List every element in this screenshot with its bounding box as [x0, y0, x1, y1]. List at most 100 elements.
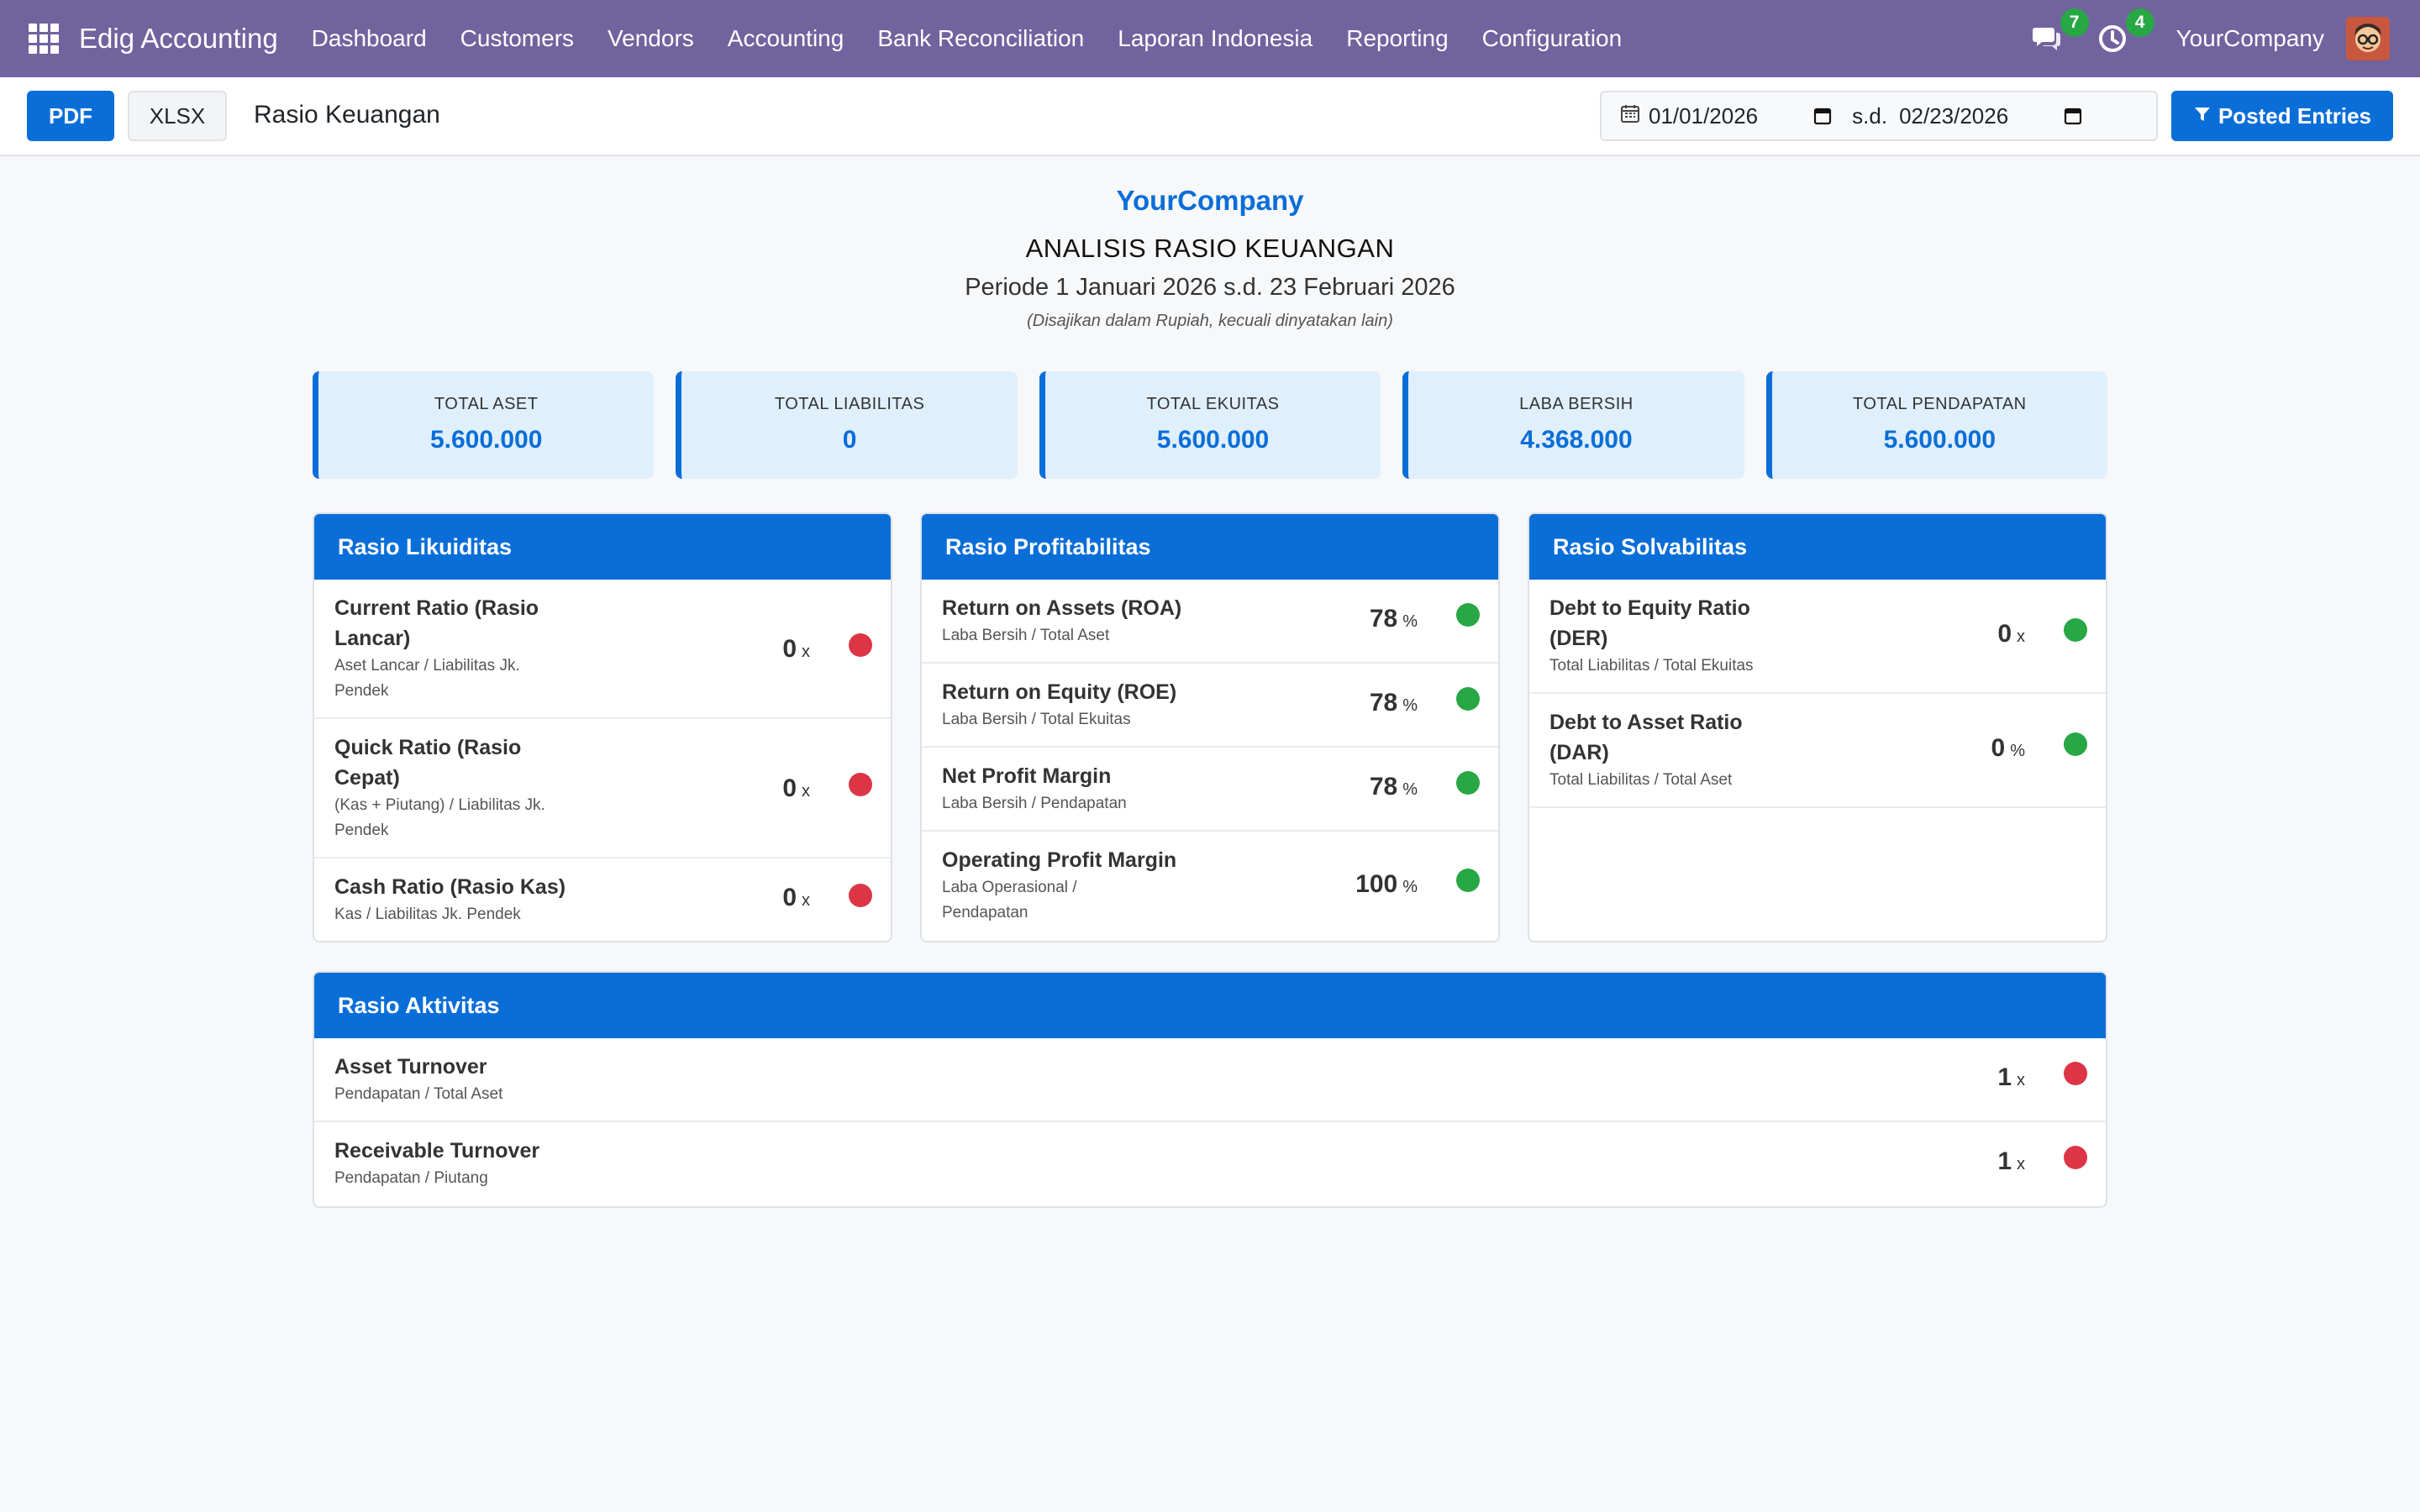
status-indicator-good [1456, 603, 1480, 627]
status-indicator-good [1456, 869, 1480, 892]
menu-customers[interactable]: Customers [460, 25, 575, 51]
menu-vendors[interactable]: Vendors [608, 25, 694, 51]
ratio-name: Debt to Asset Ratio (DAR) [1549, 711, 1743, 764]
control-panel: PDF XLSX Rasio Keuangan 01/01/2026 s.d. … [0, 77, 2420, 156]
user-avatar[interactable] [2346, 17, 2390, 60]
page-title: Rasio Keuangan [254, 101, 440, 129]
ratio-value: 100% [1355, 870, 1418, 898]
date-from-picker-icon[interactable] [1813, 107, 1832, 125]
ratio-value: 0% [1991, 734, 2025, 762]
date-to-input[interactable]: 02/23/2026 [1899, 102, 2009, 129]
status-indicator-good [1456, 687, 1480, 711]
ratio-formula: Pendapatan / Total Aset [334, 1085, 503, 1103]
ratio-value: 78% [1369, 689, 1418, 717]
summary-value: 5.600.000 [1156, 426, 1270, 454]
card-title: Rasio Solvabilitas [1529, 514, 2106, 580]
summary-value: 5.600.000 [1883, 426, 1996, 454]
date-from-input[interactable]: 01/01/2026 [1649, 102, 1759, 129]
date-range-filter: 01/01/2026 s.d. 02/23/2026 [1600, 91, 2158, 141]
report-company: YourCompany [1116, 185, 1304, 216]
ratio-formula: Laba Operasional / Pendapatan [942, 879, 1077, 921]
status-indicator-good [1456, 771, 1480, 795]
ratio-row-receivable-turnover: Receivable Turnover Pendapatan / Piutang… [314, 1122, 2106, 1206]
card-rasio-profitabilitas: Rasio Profitabilitas Return on Assets (R… [920, 512, 1500, 942]
menu-bank-reconciliation[interactable]: Bank Reconciliation [877, 25, 1085, 51]
ratio-formula: Laba Bersih / Pendapatan [942, 795, 1127, 812]
ratio-row-quick-ratio: Quick Ratio (Rasio Cepat) (Kas + Piutang)… [314, 719, 891, 858]
ratio-name: Debt to Equity Ratio (DER) [1549, 596, 1750, 650]
summary-card-laba-bersih: LABA BERSIH 4.368.000 [1402, 371, 1744, 479]
menu-configuration[interactable]: Configuration [1481, 25, 1623, 51]
ratio-row-roa: Return on Assets (ROA) Laba Bersih / Tot… [922, 580, 1498, 664]
status-indicator-good [2064, 618, 2087, 642]
ratio-formula: Laba Bersih / Total Ekuitas [942, 711, 1131, 728]
status-indicator-bad [849, 773, 872, 796]
ratio-formula: (Kas + Piutang) / Liabilitas Jk. Pendek [334, 796, 545, 839]
menu-reporting[interactable]: Reporting [1346, 25, 1449, 51]
status-indicator-bad [2064, 1146, 2087, 1169]
ratio-name: Current Ratio (Rasio Lancar) [334, 596, 539, 650]
card-title: Rasio Profitabilitas [922, 514, 1498, 580]
report-note: (Disajikan dalam Rupiah, kecuali dinyata… [1027, 312, 1393, 330]
systray: 7 4 YourCompany [2030, 0, 2420, 77]
card-title: Rasio Likuiditas [314, 514, 891, 580]
ratio-row-roe: Return on Equity (ROE) Laba Bersih / Tot… [922, 664, 1498, 748]
date-separator: s.d. [1852, 102, 1888, 129]
ratio-name: Operating Profit Margin [942, 848, 1177, 872]
ratio-row-asset-turnover: Asset Turnover Pendapatan / Total Aset 1… [314, 1038, 2106, 1122]
ratio-value: 78% [1369, 605, 1418, 633]
report-period: Periode 1 Januari 2026 s.d. 23 Februari … [965, 274, 1455, 301]
ratio-formula: Laba Bersih / Total Aset [942, 627, 1110, 644]
ratio-formula: Aset Lancar / Liabilitas Jk. Pendek [334, 657, 520, 700]
ratio-row-der: Debt to Equity Ratio (DER) Total Liabilit… [1529, 580, 2106, 694]
status-indicator-good [2064, 732, 2087, 756]
summary-label: TOTAL EKUITAS [1146, 395, 1280, 413]
posted-entries-button[interactable]: Posted Entries [2171, 91, 2393, 141]
calendar-icon [1620, 103, 1640, 129]
menu-accounting[interactable]: Accounting [727, 25, 844, 51]
pdf-button[interactable]: PDF [27, 91, 114, 141]
ratio-name: Return on Equity (ROE) [942, 680, 1177, 704]
app-menu-icon[interactable] [29, 24, 59, 54]
activity-clock-icon[interactable]: 4 [2096, 8, 2154, 55]
summary-card-total-ekuitas: TOTAL EKUITAS 5.600.000 [1039, 371, 1381, 479]
summary-label: TOTAL ASET [434, 395, 539, 413]
summary-label: LABA BERSIH [1519, 395, 1634, 413]
ratio-formula: Pendapatan / Piutang [334, 1169, 488, 1187]
posted-entries-label: Posted Entries [2217, 102, 2372, 129]
summary-cards: TOTAL ASET 5.600.000 TOTAL LIABILITAS 0 … [313, 371, 2108, 479]
summary-card-total-pendapatan: TOTAL PENDAPATAN 5.600.000 [1765, 371, 2108, 479]
summary-label: TOTAL LIABILITAS [774, 395, 925, 413]
ratio-formula: Total Liabilitas / Total Aset [1549, 771, 1733, 789]
ratio-row-current-ratio: Current Ratio (Rasio Lancar) Aset Lancar … [314, 580, 891, 719]
xlsx-button[interactable]: XLSX [128, 91, 227, 141]
ratio-formula: Total Liabilitas / Total Ekuitas [1549, 657, 1754, 675]
filter-icon [2193, 103, 2212, 129]
summary-value: 4.368.000 [1520, 426, 1633, 454]
card-title: Rasio Aktivitas [314, 973, 2106, 1038]
ratio-value: 78% [1369, 773, 1418, 801]
menu-dashboard[interactable]: Dashboard [311, 25, 427, 51]
ratio-name: Asset Turnover [334, 1055, 487, 1079]
app-brand[interactable]: Edig Accounting [79, 23, 278, 54]
ratio-row-dar: Debt to Asset Ratio (DAR) Total Liabilita… [1529, 694, 2106, 808]
summary-value: 0 [842, 426, 857, 454]
menu-laporan-indonesia[interactable]: Laporan Indonesia [1118, 25, 1313, 51]
summary-card-total-aset: TOTAL ASET 5.600.000 [313, 371, 655, 479]
main-menu: Dashboard Customers Vendors Accounting B… [295, 25, 1639, 52]
ratio-name: Return on Assets (ROA) [942, 596, 1182, 620]
date-to-picker-icon[interactable] [2064, 107, 2082, 125]
messages-icon[interactable]: 7 [2030, 8, 2089, 55]
status-indicator-bad [2064, 1062, 2087, 1085]
summary-value: 5.600.000 [429, 426, 543, 454]
company-switcher[interactable]: YourCompany [2175, 25, 2324, 51]
ratio-row-net-profit-margin: Net Profit Margin Laba Bersih / Pendapat… [922, 748, 1498, 832]
card-rasio-likuiditas: Rasio Likuiditas Current Ratio (Rasio Lan… [313, 512, 892, 942]
ratio-row-operating-profit-margin: Operating Profit Margin Laba Operasional… [922, 832, 1498, 941]
ratio-row-cash-ratio: Cash Ratio (Rasio Kas) Kas / Liabilitas … [314, 858, 891, 941]
ratio-name: Quick Ratio (Rasio Cepat) [334, 736, 522, 790]
